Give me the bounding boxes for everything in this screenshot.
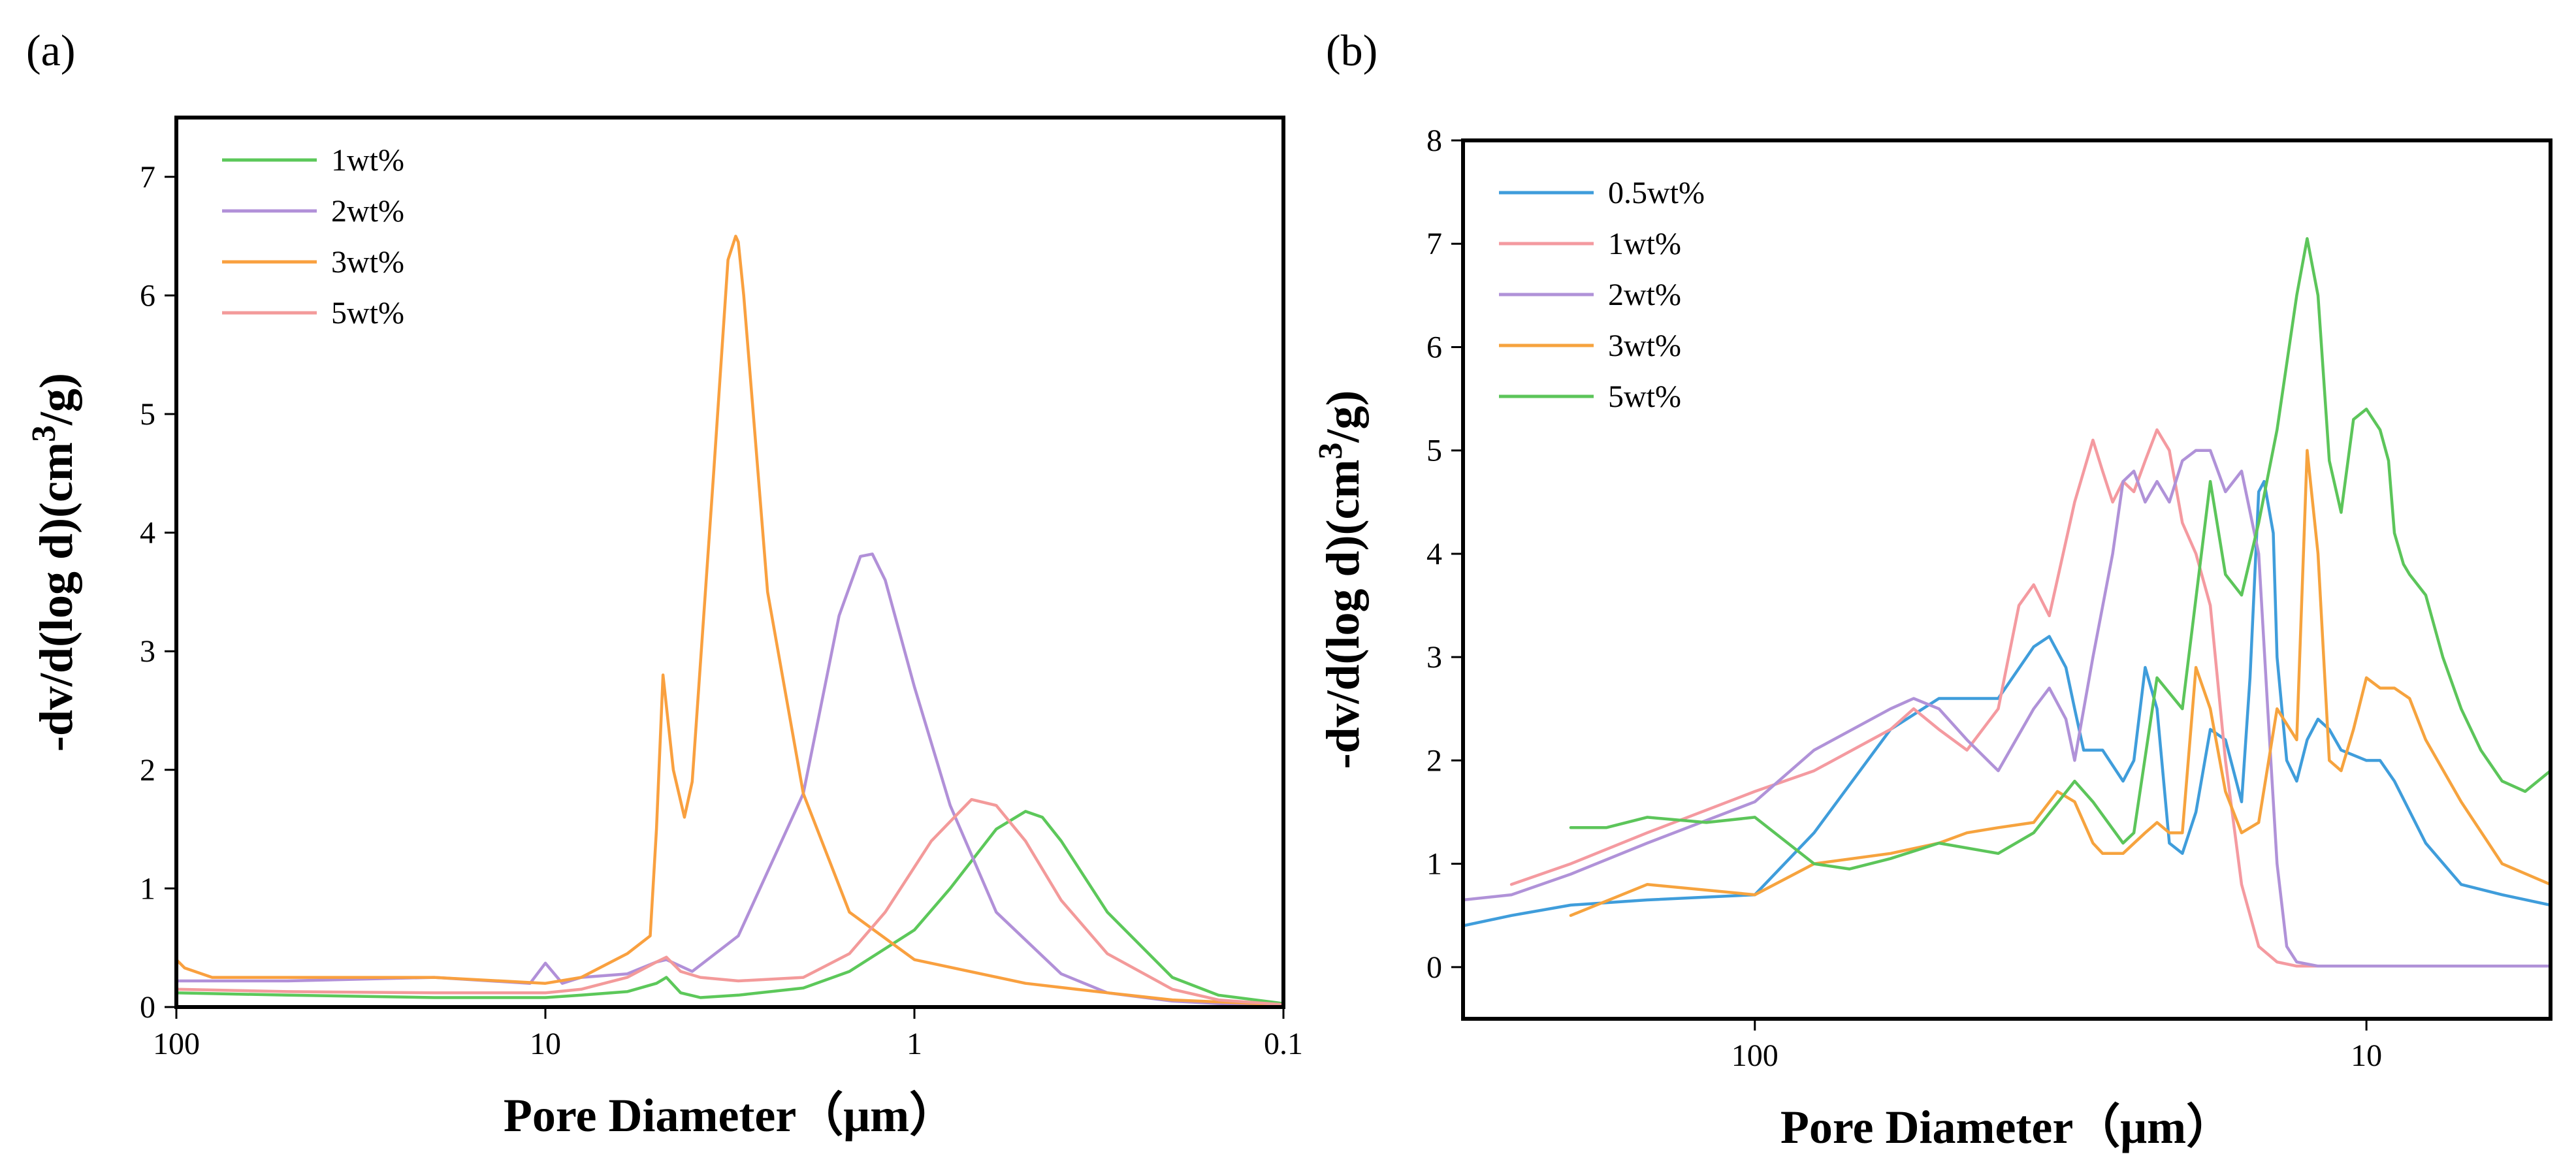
x-tick-label: 10 [530,1027,561,1061]
panel-label: (b) [1326,25,1377,75]
series-line-3wtpct [176,234,1283,1006]
legend-label: 5wt% [1608,379,1681,414]
y-axis-title: -dv/d(log d)(cm3/g) [25,373,82,752]
panel-label: (a) [26,25,75,75]
y-tick-label: 4 [140,516,155,551]
y-tick-label: 6 [140,278,155,313]
plot-frame [1461,138,2552,1021]
plot-frame [174,116,1285,1009]
x-tick-label: 1 [907,1027,922,1061]
y-tick-label: 1 [140,871,155,906]
x-axis-title: Pore Diameter（μm） [504,1089,956,1142]
y-tick-label: 5 [1426,434,1442,468]
y-tick-label: 3 [140,634,155,669]
series-line-1wtpct [176,810,1283,1005]
x-tick-label: 10 [2351,1038,2382,1073]
legend-label: 2wt% [331,194,404,229]
series-line-2wtpct [1463,449,2551,968]
x-tick-label: 100 [1731,1038,1779,1073]
legend-label: 1wt% [1608,227,1681,261]
y-tick-label: 4 [1426,537,1442,571]
x-tick-label: 100 [153,1027,200,1061]
panel-a: (a) 0 1 2 3 4 5 6 7 100 10 1 0.1 1wt% 2wt% 3wt% 5wt% Pore… [25,25,1303,1142]
legend-label: 2wt% [1608,278,1681,312]
legend-label: 1wt% [331,143,404,178]
series-line-5wtpct [176,797,1283,1006]
y-tick-label: 6 [1426,330,1442,364]
y-tick-label: 1 [1426,847,1442,882]
series-line-5wtpct [1569,237,2551,871]
series-line-3wtpct [1569,449,2551,918]
series-line-0-5wtpct [1463,479,2551,927]
legend-label: 0.5wt% [1608,176,1705,210]
y-tick-label: 7 [140,160,155,195]
panel-b: (b) 0 1 2 3 4 5 6 7 8 100 10 0.5wt% 1wt% 2wt% 3wt% 5wt% P… [1312,25,2552,1153]
y-tick-label: 2 [140,753,155,788]
y-tick-label: 7 [1426,227,1442,261]
series-line-2wtpct [176,552,1283,1006]
x-tick-label: 0.1 [1264,1027,1303,1061]
y-tick-label: 3 [1426,640,1442,675]
y-tick-label: 2 [1426,743,1442,778]
legend-label: 5wt% [331,296,404,330]
y-tick-label: 0 [1426,950,1442,985]
legend-label: 3wt% [331,245,404,280]
legend-label: 3wt% [1608,328,1681,363]
y-tick-label: 0 [140,990,155,1025]
y-tick-label: 8 [1426,123,1442,158]
y-tick-label: 5 [140,397,155,432]
y-axis-title: -dv/d(log d)(cm3/g) [1312,391,1369,769]
x-axis-title: Pore Diameter（μm） [1780,1101,2233,1153]
